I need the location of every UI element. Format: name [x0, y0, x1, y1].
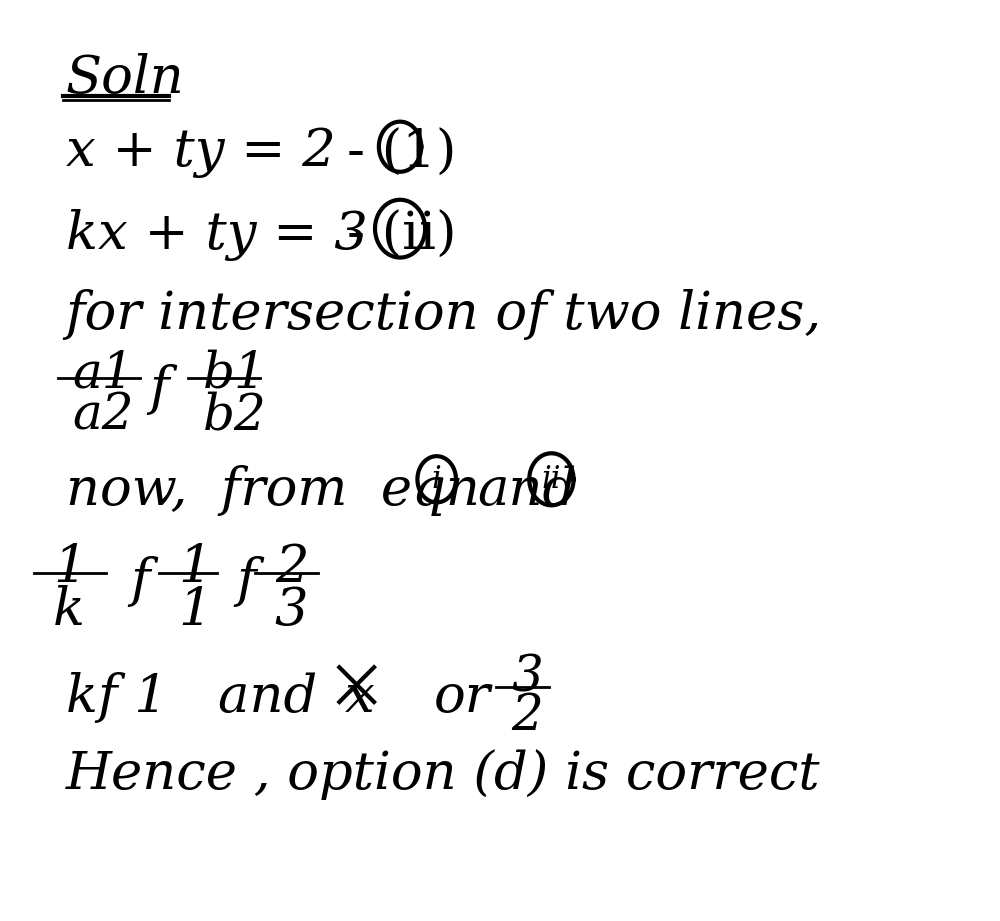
Text: 3: 3	[511, 653, 543, 703]
Text: 1: 1	[178, 542, 212, 593]
Text: k: k	[53, 586, 85, 636]
Text: i: i	[432, 464, 442, 495]
Text: f: f	[236, 556, 256, 608]
Text: b2: b2	[202, 391, 266, 440]
Text: 2: 2	[511, 692, 543, 740]
Text: Soln: Soln	[66, 53, 184, 104]
Text: a2: a2	[72, 391, 134, 440]
Text: f: f	[149, 364, 169, 414]
Text: now,  from  eqn: now, from eqn	[66, 465, 479, 516]
Text: b1: b1	[202, 349, 266, 399]
Text: 3: 3	[275, 586, 308, 636]
Text: 1: 1	[178, 586, 212, 636]
Text: 1: 1	[53, 542, 87, 593]
Text: ii: ii	[542, 464, 561, 495]
Text: - (1): - (1)	[347, 127, 456, 179]
Text: and: and	[477, 465, 576, 516]
Text: Hence , option (d) is correct: Hence , option (d) is correct	[66, 749, 820, 800]
Text: f: f	[130, 556, 150, 608]
Text: x + ty = 2: x + ty = 2	[66, 127, 335, 179]
Text: 2: 2	[275, 542, 308, 593]
Text: a1: a1	[72, 349, 134, 399]
Text: for intersection of two lines,: for intersection of two lines,	[66, 289, 822, 341]
Text: kx + ty = 3: kx + ty = 3	[66, 209, 367, 262]
Text: kf 1   and: kf 1 and	[66, 672, 317, 723]
Text: or: or	[434, 672, 491, 723]
Text: - (ii): - (ii)	[347, 209, 457, 261]
Text: x: x	[345, 672, 375, 723]
